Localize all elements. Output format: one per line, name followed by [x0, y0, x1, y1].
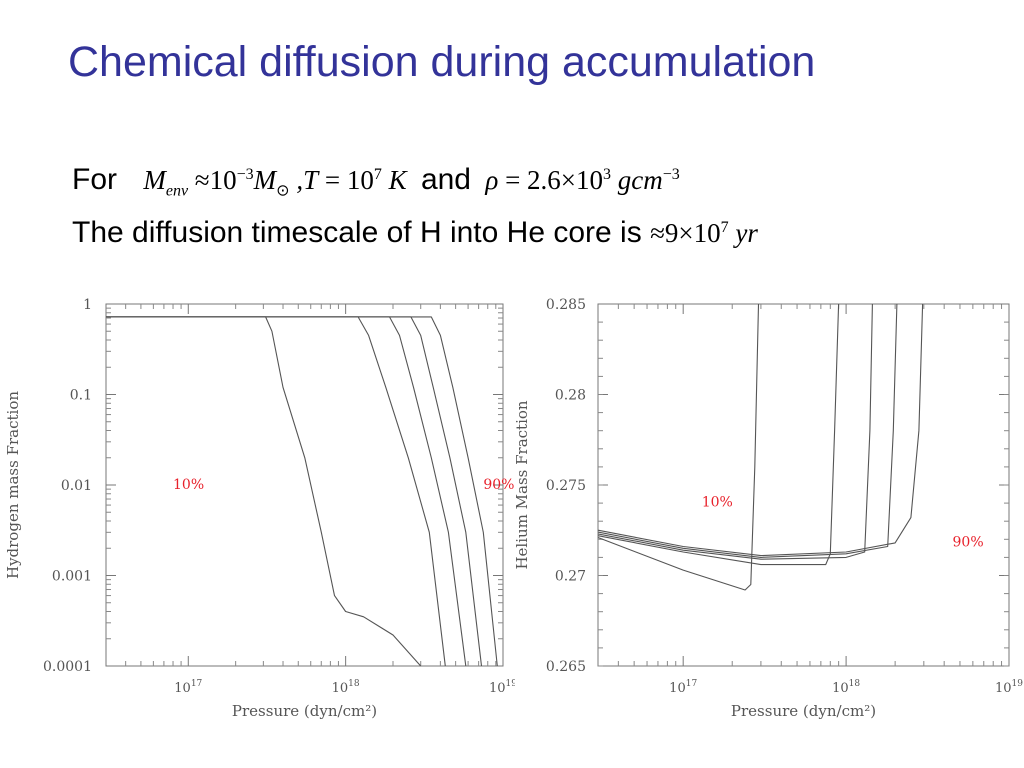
and-label: and — [420, 163, 471, 196]
y-axis-label: Helium Mass Fraction — [513, 400, 531, 569]
y-tick-label: 0.01 — [61, 478, 92, 494]
series-line-2 — [106, 316, 446, 667]
series-line-3 — [597, 303, 873, 560]
y-axis-label: Hydrogen mass Fraction — [4, 391, 22, 579]
series-line-1 — [106, 316, 422, 667]
hydrogen-chart-svg: 1017 1018 1019 0.0001 0.001 0.01 0.1 1 Pressure … — [4, 297, 515, 720]
helium-chart-svg: 1017 1018 1019 0.265 0.27 0.275 0.28 0.285 Press… — [513, 297, 1023, 720]
percent-annotation: 90% — [483, 477, 514, 493]
series-line-4 — [597, 303, 898, 558]
y-tick-label: 1 — [83, 297, 92, 313]
x-axis-label: Pressure (dyn/cm²) — [232, 702, 377, 720]
series-line-3 — [106, 316, 467, 667]
hydrogen-chart: 1017 1018 1019 0.0001 0.001 0.01 0.1 1 Pressure … — [0, 288, 515, 728]
y-tick-label: 0.265 — [546, 659, 586, 675]
plot-frame — [105, 303, 504, 667]
plot-frame — [597, 303, 1010, 667]
series-line-2 — [597, 303, 840, 566]
series-line-5 — [106, 316, 498, 667]
x-axis-label: Pressure (dyn/cm²) — [731, 702, 876, 720]
y-tick-label: 0.27 — [555, 569, 586, 585]
y-tick-label: 0.001 — [52, 569, 92, 585]
y-tick-label: 0.28 — [555, 388, 586, 404]
series-line-4 — [106, 316, 483, 667]
percent-annotation: 90% — [953, 535, 984, 551]
helium-chart: 1017 1018 1019 0.265 0.27 0.275 0.28 0.285 Press… — [510, 288, 1024, 728]
timescale-formula: ≈9×107 yr — [650, 218, 758, 248]
x-tick-label: 1017 — [174, 679, 202, 696]
series-line-1 — [597, 303, 760, 591]
series-line-5 — [597, 303, 924, 557]
slide-title: Chemical diffusion during accumulation — [68, 38, 816, 86]
y-tick-label: 0.285 — [546, 297, 586, 313]
x-tick-label: 1019 — [995, 679, 1023, 696]
y-tick-label: 0.0001 — [43, 659, 92, 675]
for-label: For — [72, 163, 117, 196]
y-tick-label: 0.1 — [70, 388, 92, 404]
percent-annotation: 10% — [702, 495, 733, 511]
envelope-mass-formula: Menv ≈10−3M⊙ ,T = 107 K — [143, 165, 407, 200]
condition-line: For Menv ≈10−3M⊙ ,T = 107 K and ρ = 2.6×… — [72, 163, 680, 200]
timescale-line: The diffusion timescale of H into He cor… — [72, 216, 758, 250]
x-tick-label: 1018 — [332, 679, 360, 696]
x-tick-label: 1017 — [669, 679, 697, 696]
x-tick-label: 1019 — [489, 679, 515, 696]
y-tick-label: 0.275 — [546, 478, 586, 494]
density-formula: ρ = 2.6×103 gcm−3 — [485, 165, 680, 195]
percent-annotation: 10% — [173, 477, 204, 493]
x-tick-label: 1018 — [832, 679, 860, 696]
timescale-text: The diffusion timescale of H into He cor… — [72, 216, 642, 249]
